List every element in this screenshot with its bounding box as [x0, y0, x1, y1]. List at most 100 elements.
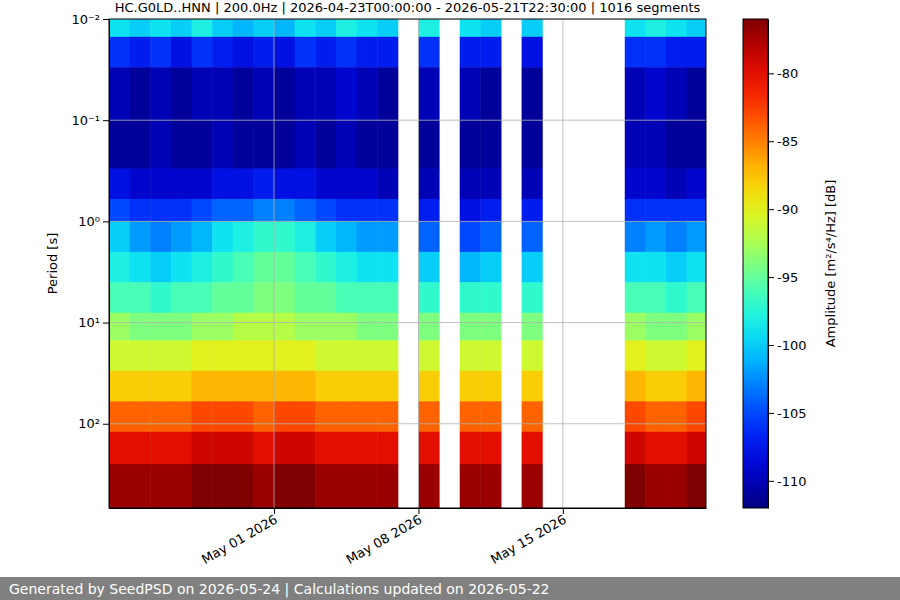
psd-cell	[460, 221, 481, 252]
psd-cell	[130, 37, 151, 68]
psd-cell	[315, 432, 336, 465]
psd-cell	[130, 282, 151, 313]
psd-cell	[171, 168, 192, 199]
psd-cell	[480, 221, 501, 252]
psd-cell	[687, 432, 706, 465]
psd-cell	[192, 282, 213, 313]
colorbar-title: Amplitude [m²/s⁴/Hz] [dB]	[823, 180, 838, 348]
psd-cell	[109, 19, 130, 37]
psd-cell	[295, 120, 316, 169]
psd-cell	[480, 282, 501, 313]
psd-cell	[357, 37, 378, 68]
psd-cell	[295, 464, 316, 508]
psd-cell	[130, 221, 151, 252]
psd-cell	[645, 464, 666, 508]
psd-cell	[315, 401, 336, 432]
psd-cell	[109, 401, 130, 432]
psd-cell	[460, 282, 481, 313]
psd-cell	[687, 168, 706, 199]
psd-cell	[295, 340, 316, 371]
psd-cell	[171, 313, 192, 341]
psd-cell	[274, 19, 295, 37]
x-tick-mark	[563, 508, 564, 514]
psd-cell	[625, 37, 646, 68]
psd-cell	[522, 120, 543, 169]
psd-cell	[480, 199, 501, 222]
psd-cell	[377, 401, 398, 432]
psd-cell	[253, 67, 274, 120]
y-tick-mark	[103, 221, 109, 222]
colorbar-tick-label: -105	[777, 406, 807, 421]
psd-cell	[192, 199, 213, 222]
psd-cell	[150, 282, 171, 313]
psd-cell	[522, 371, 543, 402]
x-tick-label: May 01 2026	[199, 512, 280, 567]
colorbar-tick: -100	[768, 338, 807, 353]
psd-cell	[192, 168, 213, 199]
psd-cell	[212, 432, 233, 465]
colorbar-tick-mark	[768, 413, 774, 414]
psd-cell	[357, 168, 378, 199]
psd-cell	[150, 67, 171, 120]
psd-cell	[274, 282, 295, 313]
psd-cell	[109, 464, 130, 508]
psd-cell	[336, 401, 357, 432]
colorbar-tick-mark	[768, 141, 774, 142]
psd-cell	[150, 120, 171, 169]
y-tick: 10⁰	[78, 214, 109, 229]
psd-cell	[522, 168, 543, 199]
grid-line-y	[109, 322, 706, 323]
psd-cell	[192, 371, 213, 402]
psd-cell	[295, 282, 316, 313]
psd-cell	[212, 401, 233, 432]
psd-cell	[480, 371, 501, 402]
colorbar	[743, 19, 768, 508]
psd-cell	[357, 340, 378, 371]
psd-cell	[130, 371, 151, 402]
psd-cell	[645, 340, 666, 371]
x-tick-label: May 08 2026	[344, 512, 425, 567]
psd-cell	[666, 199, 687, 222]
psd-cell	[130, 19, 151, 37]
psd-cell	[274, 221, 295, 252]
psd-cell	[315, 371, 336, 402]
psd-cell	[666, 432, 687, 465]
psd-cell	[295, 67, 316, 120]
psd-cell	[625, 282, 646, 313]
psd-cell	[480, 313, 501, 341]
psd-cell	[377, 199, 398, 222]
y-tick-label: 10²	[78, 416, 100, 431]
psd-cell	[418, 401, 439, 432]
psd-cell	[480, 432, 501, 465]
psd-cell	[274, 252, 295, 283]
psd-cell	[460, 199, 481, 222]
colorbar-tick-label: -100	[777, 338, 807, 353]
psd-cell	[233, 340, 254, 371]
psd-cell	[130, 340, 151, 371]
colorbar-tick-label: -85	[777, 134, 798, 149]
psd-cell	[150, 313, 171, 341]
colorbar-tick-label: -95	[777, 270, 798, 285]
psd-cell	[460, 464, 481, 508]
psd-cell	[315, 464, 336, 508]
psd-cell	[460, 313, 481, 341]
psd-cell	[233, 168, 254, 199]
y-tick: 10⁻¹	[71, 113, 109, 128]
psd-cell	[418, 252, 439, 283]
psd-cell	[418, 282, 439, 313]
psd-cell	[377, 168, 398, 199]
psd-cell	[171, 432, 192, 465]
psd-cell	[687, 199, 706, 222]
psd-cell	[253, 19, 274, 37]
psd-cell	[253, 340, 274, 371]
psd-cell	[357, 282, 378, 313]
psd-cell	[357, 19, 378, 37]
footer: Generated by SeedPSD on 2026-05-24 | Cal…	[9, 581, 550, 598]
colorbar-tick: -105	[768, 406, 807, 421]
colorbar-axis-line	[768, 20, 769, 509]
psd-cell	[171, 282, 192, 313]
psd-cell	[212, 19, 233, 37]
psd-cell	[253, 252, 274, 283]
psd-cell	[130, 120, 151, 169]
psd-cell	[522, 19, 543, 37]
